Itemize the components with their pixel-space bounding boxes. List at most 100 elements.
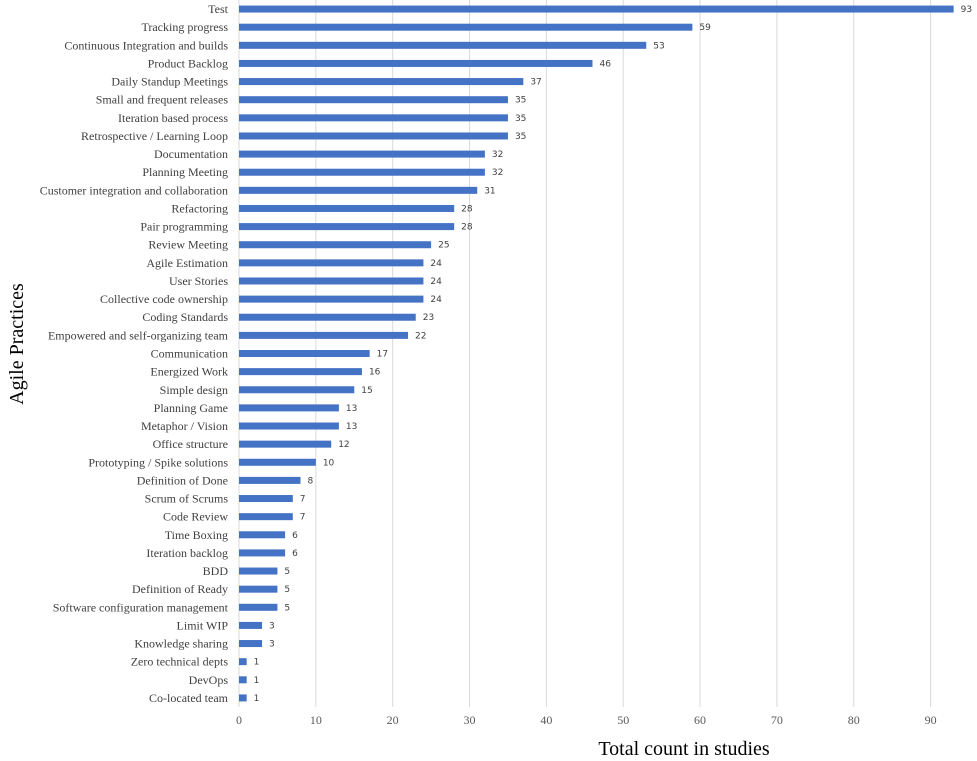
bar [239, 404, 339, 412]
bar [239, 5, 954, 13]
value-labels: 9359534637353535323231282825242424232217… [254, 5, 972, 704]
bar [239, 585, 278, 593]
data-label: 3 [269, 621, 275, 631]
data-label: 5 [284, 585, 290, 595]
y-axis-title: Agile Practices [6, 283, 28, 405]
category-label: Continuous Integration and builds [64, 38, 228, 52]
category-label: Refactoring [171, 201, 228, 215]
bar [239, 168, 485, 176]
category-label: Code Review [163, 510, 228, 524]
bar [239, 495, 293, 503]
data-label: 35 [515, 132, 526, 142]
category-label: Retrospective / Learning Loop [81, 129, 228, 143]
data-label: 10 [323, 458, 335, 468]
x-tick-labels: 0 10 20 30 40 50 60 70 80 90 [236, 713, 937, 727]
data-label: 5 [284, 603, 290, 613]
bar [239, 331, 409, 339]
bar [239, 23, 693, 31]
category-label: Prototyping / Spike solutions [88, 455, 228, 469]
data-label: 35 [515, 114, 526, 124]
bar [239, 549, 286, 557]
bar [239, 114, 508, 122]
category-label: Metaphor / Vision [141, 419, 228, 433]
category-label: Documentation [154, 147, 228, 161]
data-label: 93 [961, 5, 972, 15]
category-label: Review Meeting [148, 238, 228, 252]
x-tick-label: 30 [464, 713, 476, 727]
bar [239, 386, 355, 394]
category-label: Definition of Ready [132, 582, 228, 596]
data-label: 24 [430, 295, 442, 305]
bar [239, 241, 432, 249]
x-tick-label: 90 [925, 713, 937, 727]
data-label: 32 [492, 150, 503, 160]
data-label: 6 [292, 549, 298, 559]
category-label: Empowered and self-organizing team [48, 328, 229, 342]
data-label: 28 [461, 204, 473, 214]
category-label: Planning Meeting [142, 165, 228, 179]
bar [239, 150, 485, 158]
data-label: 37 [530, 78, 541, 88]
bar [239, 621, 263, 629]
bar [239, 422, 339, 430]
bar [239, 186, 478, 194]
data-label: 17 [377, 350, 388, 360]
bar [239, 458, 316, 466]
data-label: 28 [461, 223, 473, 233]
category-label: BDD [203, 564, 229, 578]
data-label: 24 [430, 277, 442, 287]
bar [239, 59, 593, 67]
bar [239, 531, 286, 539]
data-label: 15 [361, 386, 372, 396]
bar [239, 96, 508, 104]
category-label: Co-located team [149, 691, 229, 705]
category-label: User Stories [169, 274, 228, 288]
data-label: 7 [300, 495, 306, 505]
data-label: 53 [653, 41, 664, 51]
category-label: Office structure [153, 437, 228, 451]
category-label: Time Boxing [165, 528, 228, 542]
x-tick-label: 60 [694, 713, 706, 727]
category-label: Test [208, 2, 228, 16]
data-label: 1 [254, 676, 260, 686]
category-label: Small and frequent releases [96, 93, 229, 107]
category-label: Pair programming [140, 220, 228, 234]
data-label: 46 [599, 59, 611, 69]
category-label: Definition of Done [137, 473, 228, 487]
data-label: 22 [415, 331, 426, 341]
bar [239, 440, 332, 448]
x-tick-label: 50 [617, 713, 629, 727]
bar [239, 694, 247, 702]
data-label: 3 [269, 640, 275, 650]
bar [239, 132, 508, 140]
category-label: DevOps [189, 673, 229, 687]
data-label: 12 [338, 440, 349, 450]
data-label: 59 [699, 23, 711, 33]
bar [239, 603, 278, 611]
bar [239, 567, 278, 575]
category-label: Simple design [160, 383, 228, 397]
bar [239, 658, 247, 666]
bar [239, 350, 370, 357]
category-label: Coding Standards [142, 310, 228, 324]
category-label: Software configuration management [53, 600, 229, 614]
bar [239, 223, 455, 231]
category-labels: Test Tracking progress Continuous Integrat… [40, 2, 229, 705]
data-label: 35 [515, 96, 526, 106]
x-axis-title: Total count in studies [598, 738, 770, 760]
data-label: 8 [307, 476, 313, 486]
category-label: Energized Work [150, 365, 228, 379]
bar [239, 640, 263, 648]
x-tick-label: 70 [771, 713, 783, 727]
x-tick-label: 0 [236, 713, 242, 727]
data-label: 23 [423, 313, 434, 323]
category-label: Planning Game [154, 401, 228, 415]
data-label: 13 [346, 404, 357, 414]
data-label: 32 [492, 168, 503, 178]
category-label: Limit WIP [177, 618, 229, 632]
x-tick-label: 10 [310, 713, 322, 727]
category-label: Communication [151, 347, 228, 361]
category-label: Agile Estimation [146, 256, 228, 270]
x-tick-label: 40 [540, 713, 552, 727]
